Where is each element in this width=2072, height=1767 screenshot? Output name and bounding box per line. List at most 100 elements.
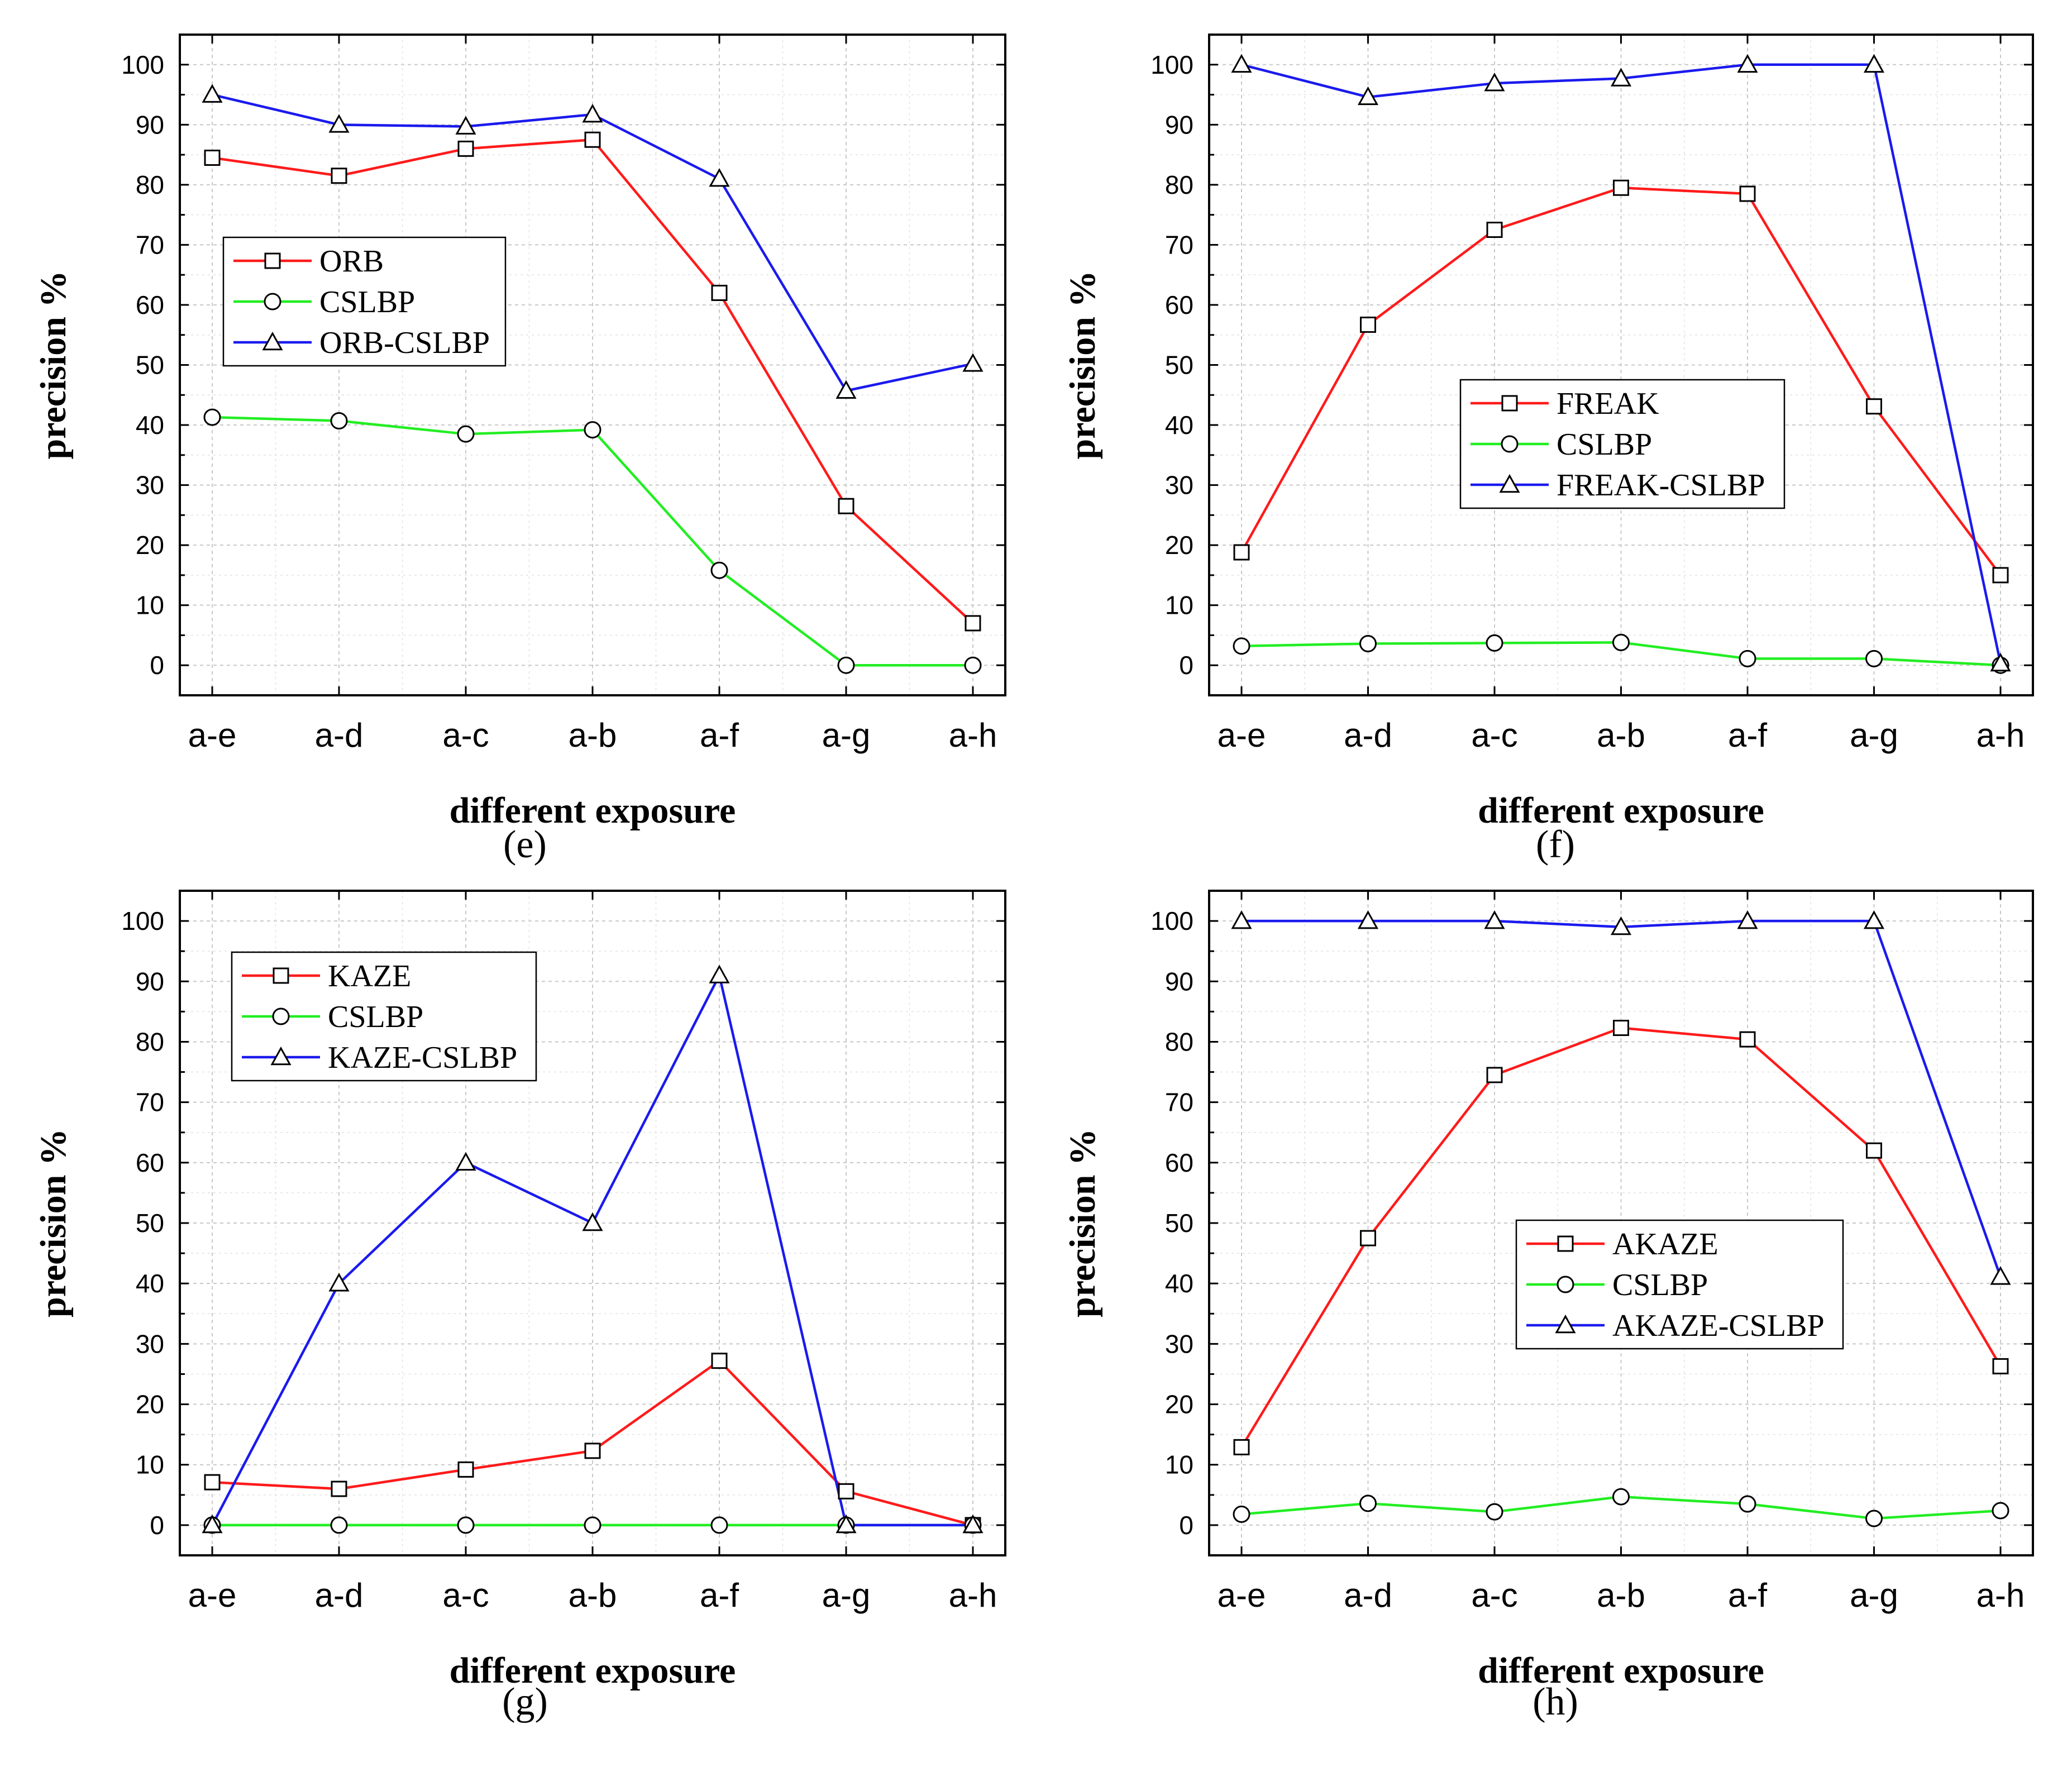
chart-panel-g: 0 10 20 30 40 50 60 70 80 90 100 a-e a-d a-c a-b a-f a-g… [33, 890, 1006, 1723]
y-tick-label: 0 [1179, 1511, 1193, 1540]
legend-label: ORB-CSLBP [319, 326, 490, 360]
y-tick-label: 90 [136, 967, 164, 996]
y-tick-label: 40 [1165, 1269, 1193, 1298]
data-point [1486, 1067, 1503, 1083]
markers-akaze [1233, 1020, 2009, 1455]
data-point [203, 408, 221, 426]
data-point [1484, 910, 1505, 929]
x-tick-label: a-b [1597, 717, 1645, 754]
y-tick-label: 60 [136, 290, 164, 319]
data-point [1233, 1505, 1250, 1523]
y-tick-label: 60 [1165, 290, 1193, 319]
y-tick-label: 0 [150, 651, 164, 680]
y-tick-label: 80 [1165, 1027, 1193, 1056]
x-axis-title: different exposure [450, 790, 736, 831]
data-point [1992, 1358, 2009, 1374]
y-tick-label: 10 [136, 591, 164, 620]
legend-label: CSLBP [1557, 427, 1652, 462]
markers-cslbp [203, 408, 982, 674]
data-point [457, 425, 475, 443]
data-point [204, 149, 221, 166]
y-tick-label: 70 [1165, 230, 1193, 259]
y-tick-label: 90 [1165, 967, 1193, 996]
data-point [837, 656, 855, 674]
x-tick-label: a-b [569, 717, 617, 754]
data-point [331, 1481, 347, 1497]
grid [180, 891, 1005, 1555]
legend-marker [1501, 395, 1518, 412]
data-point [1866, 1142, 1882, 1159]
data-point [710, 561, 728, 579]
panel-label: (e) [503, 823, 547, 866]
chart-panel-h: 0 10 20 30 40 50 60 70 80 90 100 a-e a-d a-c a-b a-f a-g… [1062, 890, 2034, 1723]
legend-marker [264, 293, 281, 311]
legend-marker [1501, 435, 1519, 453]
y-tick-label: 50 [136, 1209, 164, 1238]
y-tick-label: 20 [1165, 1390, 1193, 1419]
y-tick-label: 100 [121, 50, 164, 79]
legend: FREAK CSLBP FREAK-CSLBP [1459, 379, 1785, 509]
y-tick-label: 10 [1165, 1450, 1193, 1479]
data-point [455, 116, 476, 135]
y-tick-label: 30 [136, 471, 164, 500]
x-tick-label: a-b [1597, 1577, 1645, 1614]
y-tick-label: 70 [1165, 1088, 1193, 1117]
x-tick-label: a-g [822, 717, 871, 754]
legend-marker [1499, 474, 1520, 493]
data-point [1612, 1488, 1630, 1506]
x-tick-label: a-c [1471, 717, 1517, 754]
chart-panel-e: 0 10 20 30 40 50 60 70 80 90 100 a-e a-d a-c a-b a-f a-g… [33, 34, 1006, 866]
series-cslbp [212, 416, 973, 667]
series-line [212, 416, 973, 667]
y-tick-label: 50 [1165, 1209, 1193, 1238]
data-point [1231, 54, 1252, 73]
x-tick-label: a-d [315, 1577, 364, 1614]
x-tick-label: a-h [1976, 1577, 2025, 1614]
data-point [1863, 54, 1885, 73]
y-tick-label: 20 [136, 531, 164, 560]
y-tick-label: 10 [1165, 591, 1193, 620]
x-tick-label: a-b [569, 1577, 617, 1614]
data-point [838, 498, 854, 514]
data-point [1359, 1494, 1377, 1512]
legend-label: ORB [319, 244, 384, 279]
data-point [1739, 1495, 1756, 1513]
markers-orb [204, 131, 981, 632]
legend: KAZE CSLBP KAZE-CSLBP [231, 951, 537, 1082]
data-point [584, 131, 601, 148]
x-axis-title: different exposure [1478, 790, 1764, 831]
markers-freak-cslbp [1231, 54, 2011, 672]
legend-marker [1555, 1314, 1576, 1334]
markers-kaze-cslbp [202, 964, 984, 1534]
legend-marker [1557, 1276, 1574, 1293]
y-tick-label: 100 [1150, 906, 1193, 935]
x-axis-title: different exposure [1478, 1650, 1764, 1691]
x-tick-label: a-h [949, 717, 997, 754]
x-tick-label: a-h [949, 1577, 997, 1614]
x-tick-label: a-f [700, 717, 739, 754]
data-point [204, 1474, 221, 1491]
data-point [1486, 1503, 1503, 1521]
x-tick-label: a-f [700, 1577, 739, 1614]
y-tick-label: 20 [136, 1390, 164, 1419]
x-tick-label: a-c [442, 717, 489, 754]
data-point [202, 1514, 223, 1534]
x-tick-label: a-g [1850, 1577, 1898, 1614]
legend-label: FREAK-CSLBP [1557, 468, 1765, 503]
data-point [1233, 637, 1250, 655]
markers-freak [1233, 179, 2009, 584]
data-point [1990, 652, 2011, 672]
chart-panel-f: 0 10 20 30 40 50 60 70 80 90 100 a-e a-d a-c a-b a-f a-g… [1062, 34, 2034, 866]
legend-marker [270, 1046, 292, 1066]
data-point [330, 412, 348, 430]
legend-label: CSLBP [328, 1000, 423, 1034]
data-point [1866, 398, 1882, 415]
data-point [836, 1514, 857, 1534]
data-point [1865, 1510, 1883, 1527]
data-point [1360, 316, 1376, 333]
data-point [1613, 1020, 1629, 1037]
legend-label: CSLBP [319, 285, 415, 319]
y-tick-label: 80 [136, 170, 164, 199]
x-tick-label: a-d [1344, 717, 1392, 754]
markers-orb-cslbp [202, 84, 984, 399]
